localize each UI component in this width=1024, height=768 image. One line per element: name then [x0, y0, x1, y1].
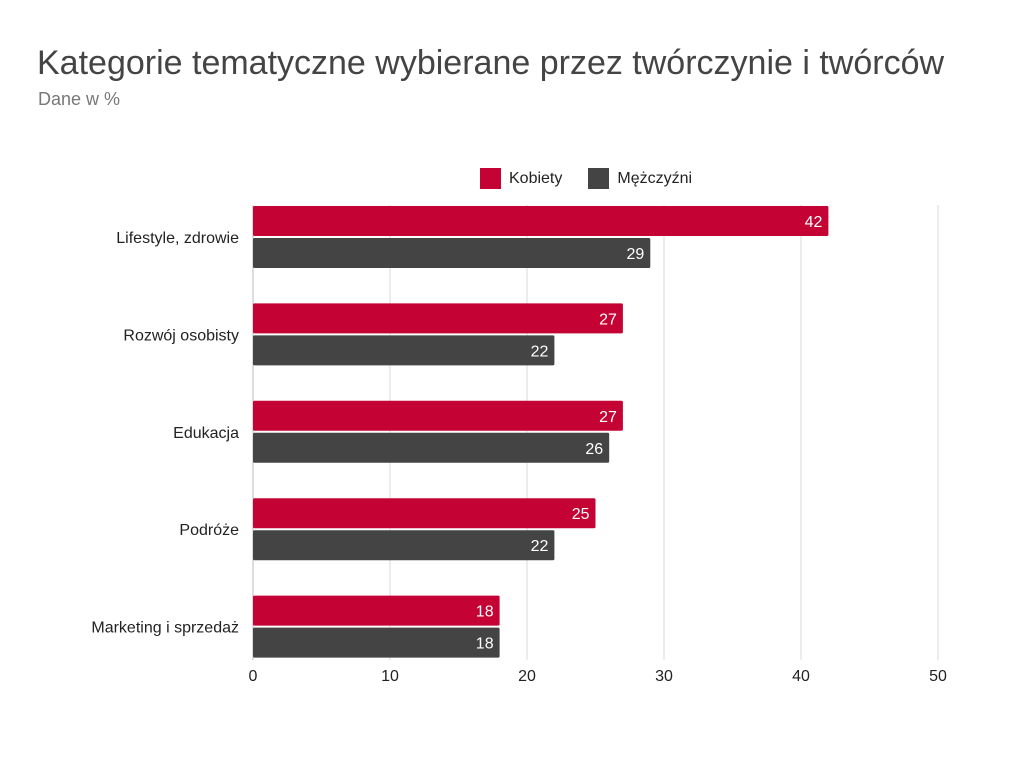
legend: Kobiety Mężczyźni [480, 168, 718, 189]
x-tick-label: 10 [381, 668, 399, 685]
bar-mezczyzni [253, 530, 555, 561]
legend-item-kobiety: Kobiety [480, 168, 562, 189]
x-tick-label: 40 [792, 668, 810, 685]
legend-swatch-mezczyzni [588, 168, 610, 189]
bar-kobiety [253, 303, 623, 334]
data-label: 27 [599, 409, 617, 426]
bar-kobiety [253, 206, 829, 236]
bar-kobiety [253, 498, 596, 529]
bar-mezczyzni [253, 238, 651, 268]
data-label: 27 [599, 311, 617, 328]
x-tick-label: 0 [249, 668, 258, 685]
data-label: 22 [531, 538, 549, 555]
data-label: 42 [805, 214, 823, 231]
legend-label-mezczyzni: Mężczyźni [617, 169, 693, 187]
x-tick-label: 20 [518, 668, 536, 685]
chart-title: Kategorie tematyczne wybierane przez twó… [37, 44, 945, 82]
legend-item-mezczyzni: Mężczyźni [588, 168, 692, 189]
data-label: 29 [627, 246, 645, 263]
bar-kobiety [253, 595, 500, 626]
bar-mezczyzni [253, 335, 555, 366]
x-tick-label: 30 [655, 668, 673, 685]
category-label: Rozwój osobisty [123, 327, 239, 344]
data-label: 18 [476, 636, 494, 653]
category-label: Edukacja [173, 425, 239, 442]
data-label: 26 [585, 441, 603, 458]
x-tick-label: 50 [929, 668, 947, 685]
bar-mezczyzni [253, 432, 610, 463]
chart-subtitle: Dane w % [38, 89, 121, 109]
data-label: 22 [531, 343, 549, 360]
category-label: Marketing i sprzedaż [91, 620, 239, 637]
bar-mezczyzni [253, 627, 500, 658]
data-label: 18 [476, 604, 494, 621]
category-label: Lifestyle, zdrowie [116, 230, 239, 247]
legend-swatch-kobiety [480, 168, 501, 189]
bar-kobiety [253, 400, 623, 431]
data-label: 25 [572, 506, 590, 523]
category-label: Podróże [179, 522, 239, 539]
legend-label-kobiety: Kobiety [509, 169, 563, 187]
